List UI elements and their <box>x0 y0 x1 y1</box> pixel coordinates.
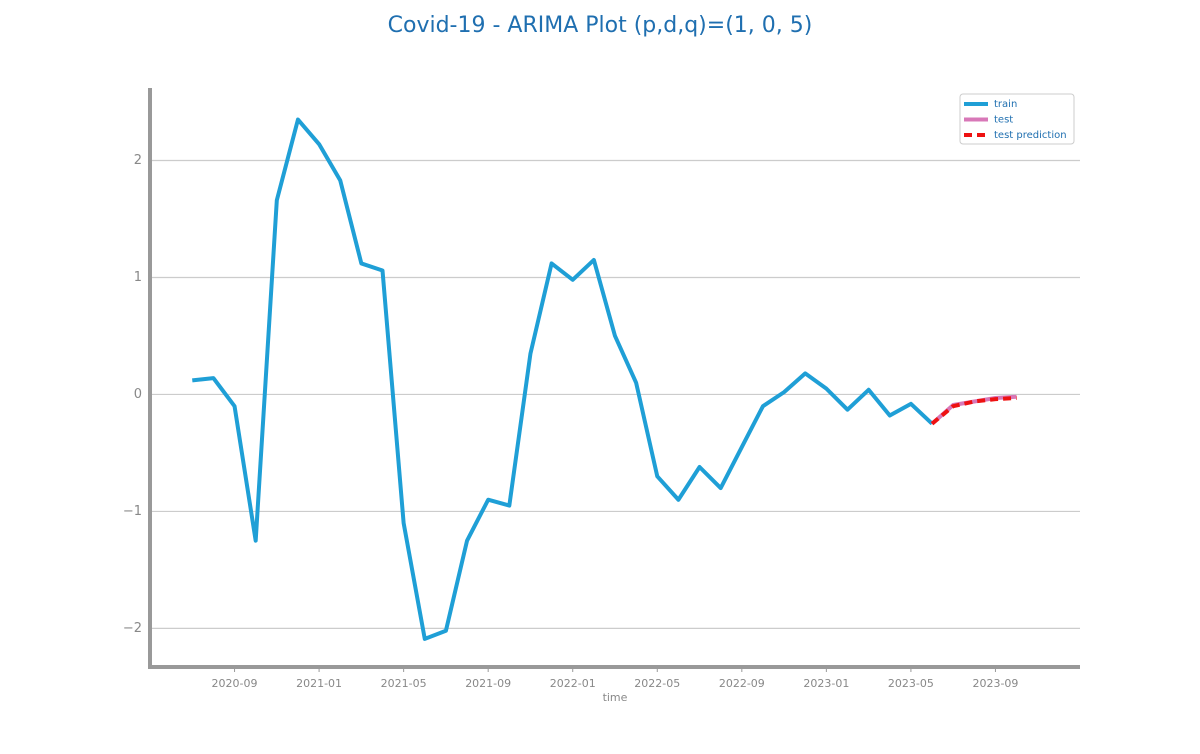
y-tick-label: −1 <box>123 504 142 519</box>
x-tick-label: 2022-09 <box>719 677 765 690</box>
series-line <box>192 117 934 641</box>
y-tick-label: 0 <box>134 387 142 402</box>
y-tick-label: 2 <box>134 153 142 168</box>
legend-box <box>959 93 1075 145</box>
x-tick-label: 2021-01 <box>296 677 342 690</box>
legend: train test test prediction <box>959 93 1075 145</box>
y-tick-label: 1 <box>134 270 142 285</box>
x-tick-label: 2020-09 <box>212 677 258 690</box>
y-tick-label: −2 <box>123 621 142 636</box>
chart-title: Covid-19 - ARIMA Plot (p,d,q)=(1, 0, 5) <box>388 13 813 38</box>
legend-label: test <box>994 115 1013 126</box>
x-tick-label: 2023-01 <box>803 677 849 690</box>
x-axis-label: time <box>603 691 628 704</box>
x-tick-label: 2023-09 <box>972 677 1018 690</box>
x-tick-label: 2022-05 <box>634 677 680 690</box>
x-tick-label: 2021-05 <box>381 677 427 690</box>
x-tick-label: 2022-01 <box>550 677 596 690</box>
x-tick-label: 2023-05 <box>888 677 934 690</box>
legend-label: test prediction <box>994 130 1067 141</box>
series-line <box>930 394 1017 426</box>
legend-label: train <box>994 99 1017 110</box>
series-line <box>930 395 1017 426</box>
x-tick-label: 2021-09 <box>465 677 511 690</box>
